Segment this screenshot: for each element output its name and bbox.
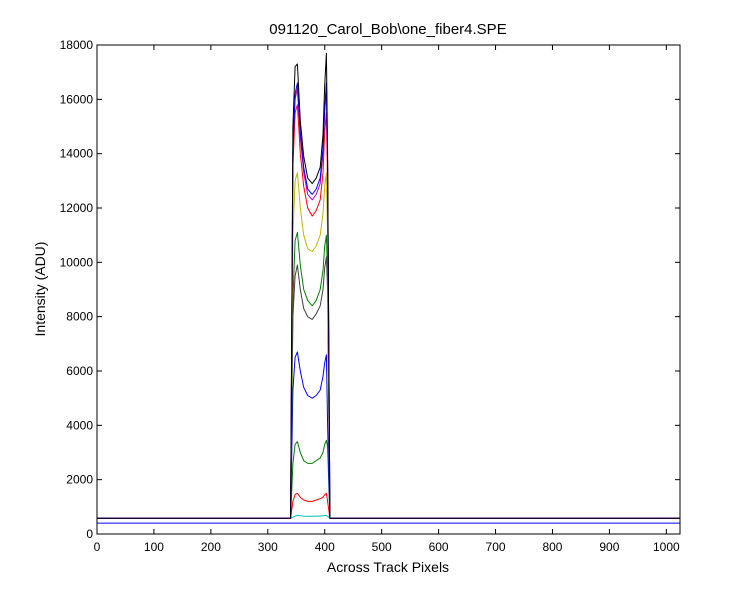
y-tick-label: 16000 <box>60 92 94 106</box>
x-tick-label: 100 <box>144 540 164 554</box>
x-tick-label: 300 <box>258 540 278 554</box>
y-axis: 0 2000 4000 6000 8000 10000 12000 14000 16000 180… <box>60 38 680 541</box>
y-tick-label: 18000 <box>60 38 94 52</box>
x-tick-label: 900 <box>599 540 619 554</box>
plot-area <box>97 45 680 534</box>
y-axis-label: Intensity (ADU) <box>32 242 48 337</box>
x-tick-label: 1000 <box>653 540 680 554</box>
series-line-5 <box>97 256 680 519</box>
y-tick-label: 2000 <box>66 473 93 487</box>
x-tick-label: 200 <box>201 540 221 554</box>
plot-frame <box>96 44 681 535</box>
y-tick-label: 8000 <box>66 310 93 324</box>
y-tick-label: 10000 <box>60 255 94 269</box>
series-line-1 <box>97 514 680 519</box>
y-tick-label: 14000 <box>60 147 94 161</box>
series-layer <box>97 52 680 524</box>
series-line-11 <box>97 52 680 519</box>
y-tick-label: 6000 <box>66 364 93 378</box>
x-tick-label: 700 <box>486 540 506 554</box>
series-line-7 <box>97 172 680 519</box>
x-axis-label: Across Track Pixels <box>327 559 449 575</box>
x-tick-label: 600 <box>429 540 449 554</box>
y-tick-label: 12000 <box>60 201 94 215</box>
x-tick-label: 800 <box>542 540 562 554</box>
chart-title: 091120_Carol_Bob\one_fiber4.SPE <box>269 21 506 38</box>
series-line-6 <box>97 231 680 519</box>
x-tick-label: 400 <box>315 540 335 554</box>
y-tick-label: 4000 <box>66 418 93 432</box>
x-tick-label: 0 <box>94 540 101 554</box>
y-tick-label: 0 <box>86 527 93 541</box>
x-axis: 0 100 200 300 400 500 600 700 800 900 1000 <box>94 45 680 554</box>
x-tick-label: 500 <box>372 540 392 554</box>
series-line-4 <box>97 351 680 519</box>
series-line-2 <box>97 492 680 519</box>
series-line-3 <box>97 439 680 519</box>
